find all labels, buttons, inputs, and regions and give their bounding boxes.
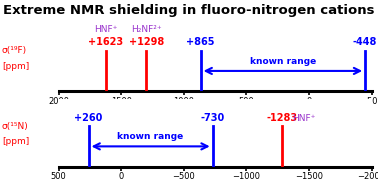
Text: -1283: -1283 [266, 113, 297, 123]
Text: -730: -730 [200, 113, 225, 123]
Text: HNF⁺: HNF⁺ [293, 114, 316, 123]
Text: -448: -448 [353, 37, 377, 47]
Text: [ppm]: [ppm] [2, 137, 29, 146]
Text: σ(¹⁵N): σ(¹⁵N) [2, 122, 29, 130]
Text: H₂NF²⁺: H₂NF²⁺ [131, 25, 162, 34]
Text: known range: known range [249, 56, 316, 66]
Text: +1623: +1623 [88, 37, 123, 47]
Text: +865: +865 [186, 37, 215, 47]
Text: Extreme NMR shielding in fluoro-nitrogen cations: Extreme NMR shielding in fluoro-nitrogen… [3, 4, 375, 17]
Text: known range: known range [117, 132, 183, 141]
Text: [ppm]: [ppm] [2, 62, 29, 71]
Text: HNF⁺: HNF⁺ [94, 25, 118, 34]
Text: σ(¹⁹F): σ(¹⁹F) [2, 46, 27, 55]
Text: +1298: +1298 [129, 37, 164, 47]
Text: +260: +260 [74, 113, 103, 123]
